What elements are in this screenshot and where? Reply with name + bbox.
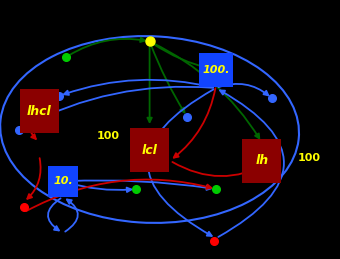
FancyBboxPatch shape bbox=[20, 89, 59, 133]
Text: 10.: 10. bbox=[53, 176, 73, 186]
Text: lhcl: lhcl bbox=[27, 105, 51, 118]
Text: 100: 100 bbox=[97, 131, 120, 141]
Text: 100.: 100. bbox=[202, 65, 230, 75]
FancyBboxPatch shape bbox=[242, 139, 282, 183]
Text: 100: 100 bbox=[298, 153, 321, 163]
FancyBboxPatch shape bbox=[48, 166, 78, 197]
Text: lcl: lcl bbox=[142, 144, 157, 157]
Text: lh: lh bbox=[255, 154, 268, 167]
FancyBboxPatch shape bbox=[130, 128, 169, 172]
FancyBboxPatch shape bbox=[199, 53, 233, 87]
